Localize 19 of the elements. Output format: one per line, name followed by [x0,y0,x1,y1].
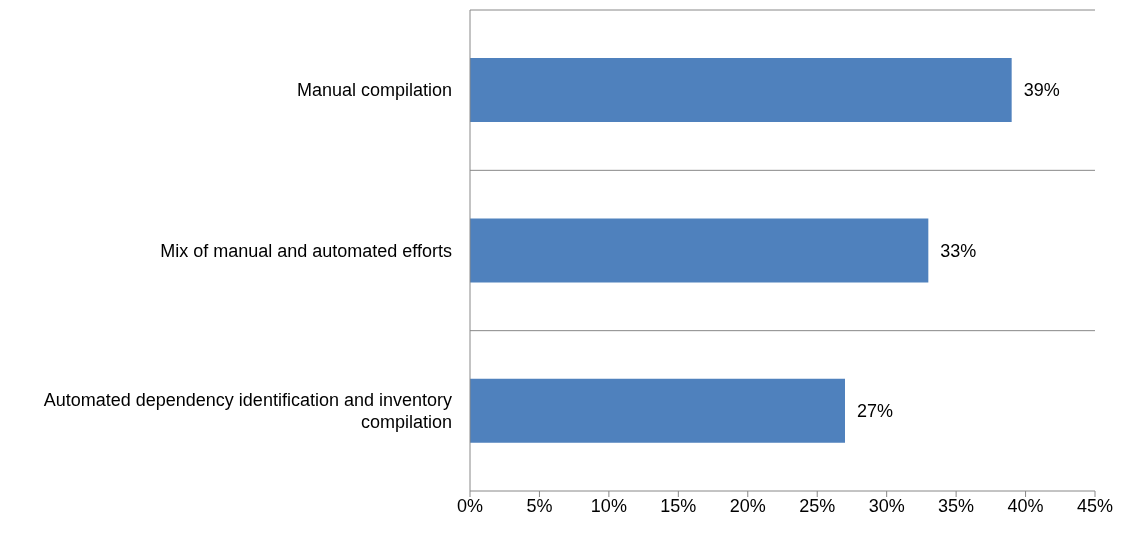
x-tick-label: 30% [868,495,905,516]
data-label: 39% [1023,80,1060,101]
x-tick-label: 35% [938,495,975,516]
x-tick-label: 20% [729,495,766,516]
y-tick-label: Mix of manual and automated efforts [160,240,452,261]
x-tick-label: 45% [1076,495,1114,516]
x-tick-label: 25% [799,495,836,516]
x-tick-label: 5% [526,495,553,516]
x-tick-label: 0% [456,495,484,516]
data-label: 27% [857,401,894,422]
data-label: 33% [940,240,977,261]
x-tick-label: 15% [660,495,697,516]
bar [470,218,929,283]
x-tick-label: 10% [590,495,627,516]
y-tick-label: Automated dependency identification and inventory compilation [43,390,452,433]
bar [470,58,1012,123]
y-tick-label: Manual compilation [296,80,452,101]
x-tick-label: 40% [1007,495,1044,516]
bar [470,378,845,443]
